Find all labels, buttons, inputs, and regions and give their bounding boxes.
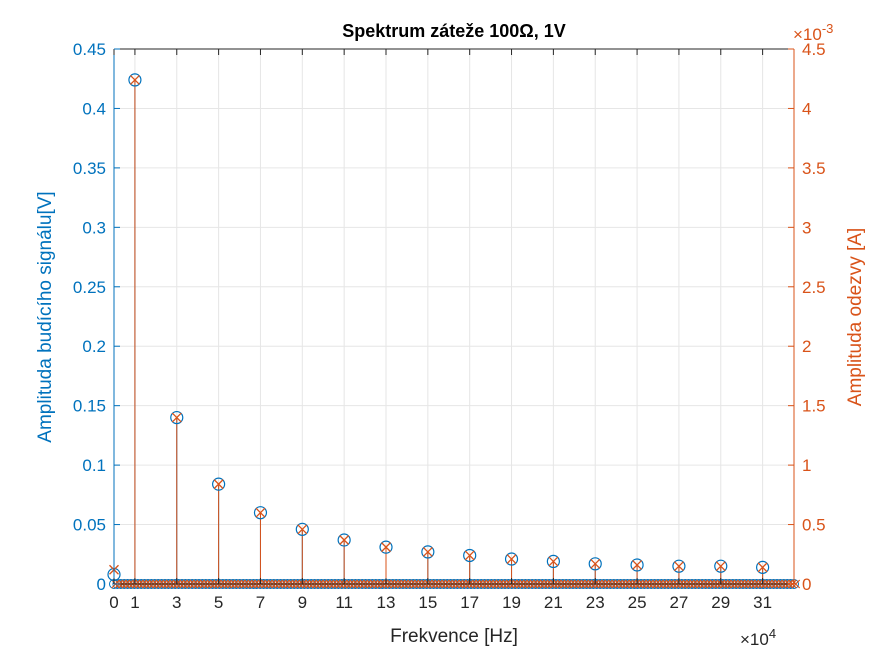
- x-tick-label: 1: [130, 593, 139, 612]
- point-left: [170, 410, 184, 425]
- x-axis-exponent-power: 4: [769, 626, 776, 641]
- point-left: [421, 545, 435, 559]
- left-tick-label: 0.1: [82, 456, 106, 475]
- x-tick-label: 21: [544, 593, 563, 612]
- point-left: [295, 522, 309, 536]
- point-right: [422, 546, 433, 557]
- x-tick-label: 3: [172, 593, 181, 612]
- x-tick-label: 17: [460, 593, 479, 612]
- right-tick-label: 0.5: [802, 516, 826, 535]
- point-right: [171, 412, 182, 423]
- point-left: [128, 73, 142, 87]
- point-left: [212, 477, 226, 491]
- point-right: [757, 562, 768, 573]
- point-right: [255, 507, 266, 518]
- left-tick-label: 0.3: [82, 218, 106, 237]
- point-right: [673, 561, 684, 572]
- right-tick-label: 1.5: [802, 397, 826, 416]
- point-right: [715, 561, 726, 572]
- x-tick-label: 11: [335, 593, 353, 612]
- x-tick-label: 29: [711, 593, 730, 612]
- right-tick-label: 1: [802, 456, 811, 475]
- point-right: [548, 556, 559, 567]
- point-left: [756, 560, 770, 574]
- x-axis-label: Frekvence [Hz]: [390, 626, 518, 647]
- left-tick-label: 0.2: [82, 337, 106, 356]
- left-tick-label: 0.25: [73, 278, 106, 297]
- point-right: [339, 535, 350, 545]
- right-tick-label: 4.5: [802, 40, 826, 59]
- stems: [113, 79, 764, 584]
- point-right: [464, 550, 475, 561]
- x-tick-label: 27: [669, 593, 688, 612]
- left-tick-label: 0.15: [73, 397, 106, 416]
- point-left: [337, 533, 351, 547]
- x-tick-label: 23: [586, 593, 605, 612]
- left-y-axis-label: Amplituda budícího signálu[V]: [35, 191, 56, 442]
- axes: [113, 48, 795, 585]
- right-tick-label: 0: [802, 575, 811, 594]
- right-tick-label: 2.5: [802, 278, 826, 297]
- x-tick-label: 0: [109, 593, 118, 612]
- point-left: [714, 559, 728, 573]
- point-left: [253, 506, 268, 520]
- grid: [113, 48, 794, 585]
- right-tick-label: 3.5: [802, 159, 826, 178]
- x-tick-label: 15: [418, 593, 437, 612]
- point-right: [590, 558, 601, 569]
- x-tick-label: 25: [628, 593, 647, 612]
- x-axis-exponent-base: ×10: [740, 630, 769, 649]
- point-right: [506, 554, 517, 564]
- chart-title: Spektrum záteže 100Ω, 1V: [342, 21, 566, 41]
- point-left: [546, 554, 560, 569]
- x-tick-label: 13: [377, 593, 396, 612]
- right-tick-label: 2: [802, 337, 811, 356]
- tick-labels: 0 1 3 5 7 9 11 13 15 17 19 21 23 25 27 29 3100.050.10.15…: [73, 40, 826, 612]
- point-right: [129, 74, 140, 85]
- point-left: [630, 558, 644, 572]
- left-tick-label: 0: [97, 575, 106, 594]
- point-left: [379, 540, 393, 554]
- point-right: [213, 479, 224, 490]
- right-axis-exponent-base: ×10: [793, 25, 822, 44]
- left-tick-label: 0.45: [73, 40, 106, 59]
- x-tick-label: 19: [502, 593, 521, 612]
- point-right: [632, 560, 643, 570]
- zero-bin-cross: [791, 579, 801, 589]
- right-y-axis-label: Amplituda odezvy [A]: [845, 228, 866, 406]
- x-axis-exponent: ×104: [740, 626, 776, 649]
- x-tick-label: 7: [256, 593, 265, 612]
- right-axis-exponent-power: -3: [822, 21, 834, 36]
- left-tick-label: 0.35: [73, 159, 106, 178]
- x-tick-label: 9: [298, 593, 307, 612]
- right-tick-label: 4: [802, 99, 811, 118]
- point-left: [463, 548, 477, 563]
- point-left: [672, 559, 686, 573]
- x-tick-label: 31: [753, 593, 772, 612]
- point-right: [381, 542, 391, 553]
- right-axis-exponent: ×10-3: [793, 21, 833, 44]
- point-left: [504, 552, 519, 566]
- left-tick-label: 0.05: [73, 516, 106, 535]
- right-tick-label: 3: [802, 218, 811, 237]
- left-tick-label: 0.4: [82, 99, 106, 118]
- markers: [107, 73, 801, 589]
- x-tick-label: 5: [214, 593, 223, 612]
- point-left: [588, 557, 602, 571]
- point-right: [297, 524, 308, 535]
